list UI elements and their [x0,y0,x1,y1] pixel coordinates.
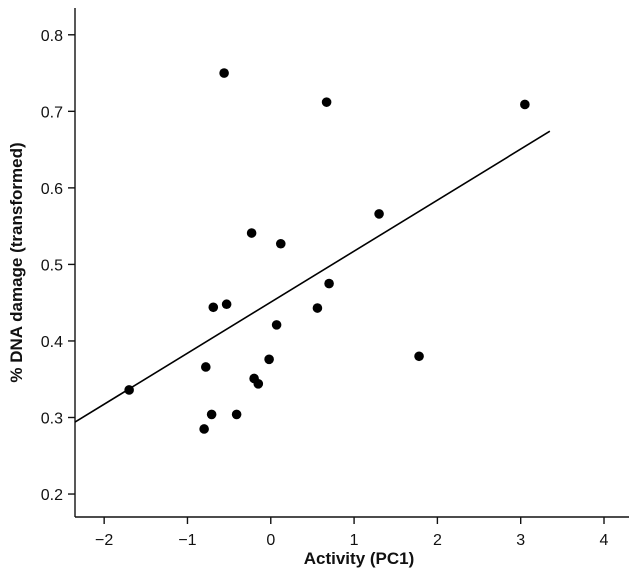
x-tick-label: 2 [433,532,442,549]
x-axis-title: Activity (PC1) [304,549,415,568]
x-tick-label: −2 [95,532,113,549]
data-point [208,302,219,313]
x-tick-label: 3 [516,532,525,549]
data-point [231,409,242,420]
data-point [520,99,530,110]
y-tick-label: 0.2 [41,487,63,504]
y-tick-label: 0.4 [41,334,63,351]
data-points [124,68,530,434]
axes: −2 −1 0 1 2 3 4 0.2 0.3 0.4 0.5 0.6 0.7 0.8 [41,8,629,549]
y-axis-ticks: 0.2 0.3 0.4 0.5 0.6 0.7 0.8 [41,28,75,504]
data-point [219,68,229,78]
data-point [264,354,274,365]
y-tick-label: 0.8 [41,28,63,45]
y-tick-label: 0.6 [41,181,63,198]
data-point [312,303,323,313]
data-point [200,362,211,372]
data-point [253,379,264,389]
data-point [414,351,424,362]
x-tick-label: 1 [350,532,359,549]
data-point [221,299,232,310]
data-point [271,320,282,330]
y-axis-title: % DNA damage (transformed) [7,142,26,382]
x-tick-label: 0 [266,532,275,549]
data-point [199,424,209,434]
data-point [246,228,257,238]
y-tick-label: 0.3 [41,410,63,427]
x-tick-label: 4 [600,532,609,549]
y-tick-label: 0.5 [41,257,63,274]
data-point [374,209,384,219]
data-point [275,238,286,249]
data-point [321,97,332,107]
data-point [124,385,134,395]
data-point [206,409,217,420]
data-point [324,278,334,289]
x-tick-label: −1 [178,532,196,549]
y-tick-label: 0.7 [41,104,63,121]
regression-line [74,130,551,423]
x-axis-ticks: −2 −1 0 1 2 3 4 [95,517,609,549]
